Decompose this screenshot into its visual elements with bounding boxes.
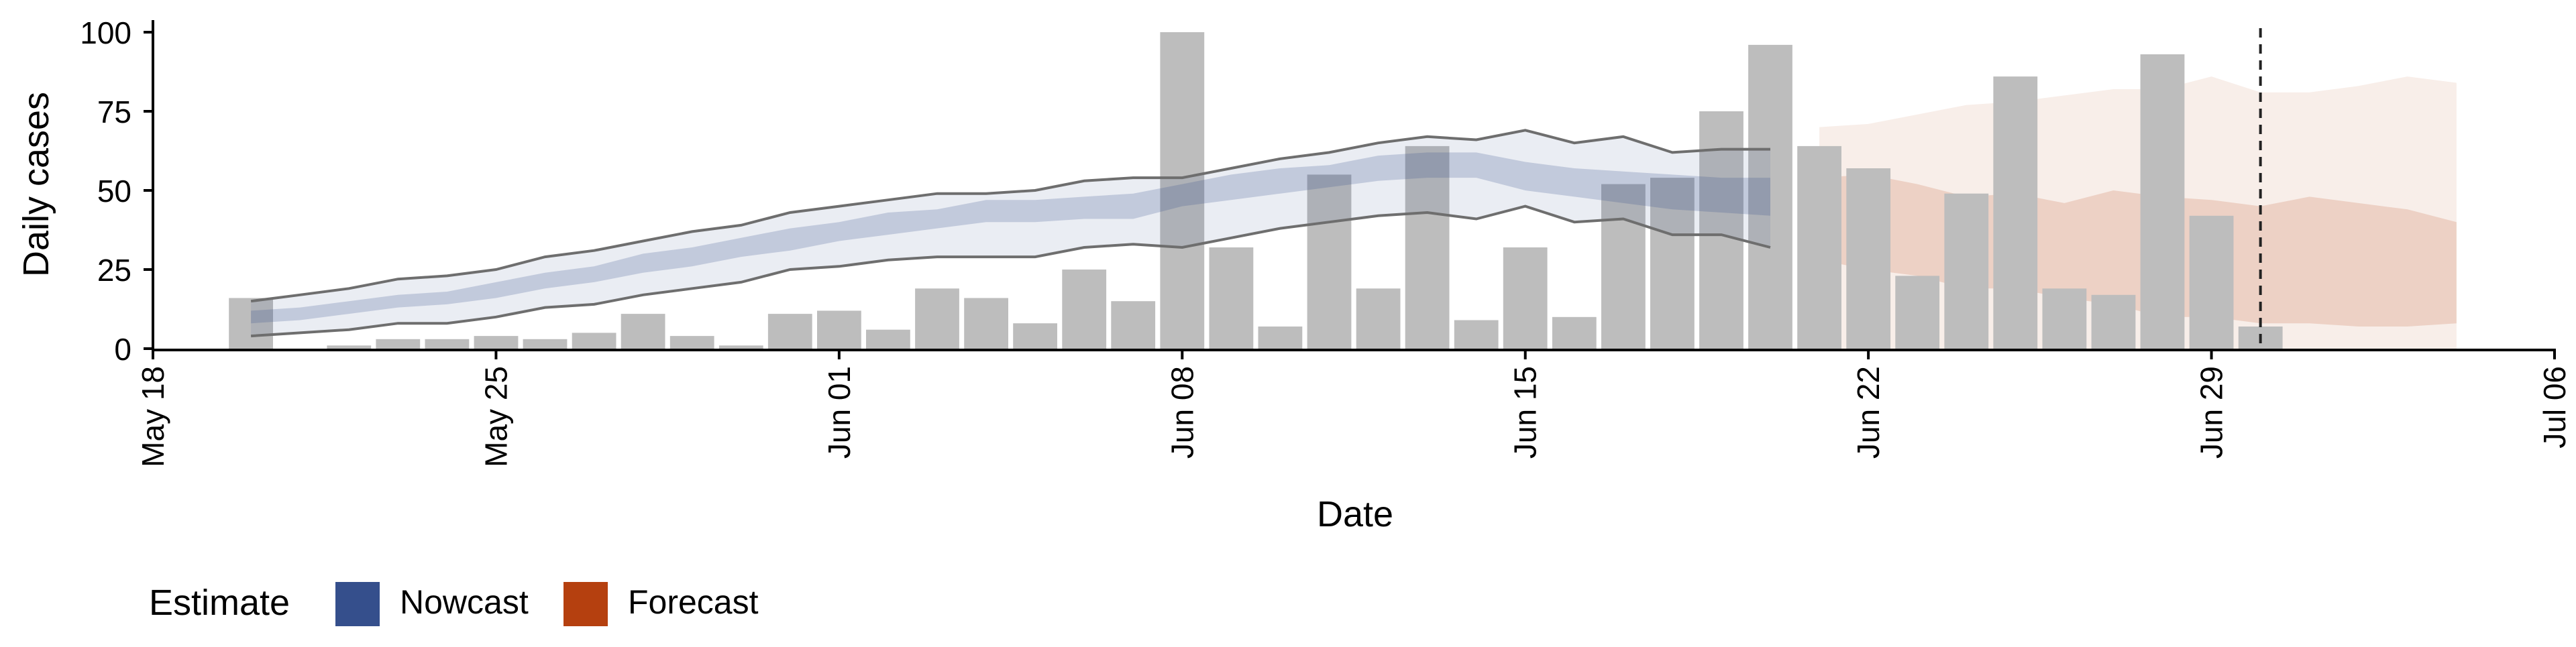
bar [1650,178,1695,349]
bar [915,288,959,349]
bar [1454,320,1499,349]
x-tick-label: Jun 08 [1165,366,1199,459]
x-tick-label: Jun 29 [2194,366,2229,459]
bar [621,314,665,349]
bar [2091,294,2136,349]
bar [1013,323,1057,349]
nowcast-lower-line [250,204,1771,338]
bar [474,336,519,349]
nowcast-bands [251,130,1770,337]
bar [1552,316,1597,349]
x-tick-label: May 18 [136,366,170,467]
nowcast-outer-band [251,130,1770,337]
bar [1258,327,1303,349]
bar [1601,184,1646,349]
x-tick-label: Jun 15 [1508,366,1543,459]
bar [964,298,1008,349]
nowcast-interval-lines [250,129,1771,338]
y-tick-label: 75 [97,95,131,129]
y-tick-label: 50 [97,174,131,209]
legend-label-forecast: Forecast [628,583,759,621]
x-tick-label: Jul 06 [2537,366,2572,449]
bar [1503,247,1548,349]
bar [2042,288,2087,349]
bar [1895,276,1940,349]
bar [817,310,861,349]
nowcast-upper-line [250,129,1770,303]
nowcast-inner-band [251,152,1770,324]
y-axis-title: Daily cases [16,92,56,277]
bar [425,339,470,349]
bar [2189,215,2234,349]
bar [1111,301,1156,349]
bar [866,329,910,349]
bar [1748,44,1792,349]
x-axis-title: Date [1317,494,1393,534]
bar [2140,54,2185,349]
x-tick-label: Jun 22 [1851,366,1886,459]
legend-label-nowcast: Nowcast [400,583,529,621]
legend: Estimate Nowcast Forecast [149,582,759,626]
bar [1405,145,1450,349]
bar [1356,288,1401,349]
bar [718,345,763,349]
bar [327,345,372,349]
axes: 0 25 50 75 100 May 18 May 25 Jun 01 Jun 08 Jun 15… [80,15,2572,467]
bar [767,314,812,349]
bar [1209,247,1254,349]
bar [1160,32,1205,349]
bar [1993,76,2038,349]
bar [1062,270,1107,349]
bar [523,339,568,349]
x-tick-label: May 25 [478,366,513,467]
legend-swatch-forecast [564,582,608,626]
bar [669,336,714,349]
y-tick-label: 100 [80,15,131,50]
y-tick-label: 0 [114,332,131,367]
y-tick-label: 25 [97,253,131,288]
bar [1797,145,1841,349]
bar [1944,193,1989,349]
bar [572,333,616,349]
bar [229,298,273,349]
reported-cases-bars [229,32,2283,349]
legend-swatch-nowcast [335,582,380,626]
bar [1846,168,1891,349]
x-tick-label: Jun 01 [822,366,857,459]
bar [376,339,421,349]
legend-title: Estimate [149,583,290,623]
bar [1307,174,1352,349]
